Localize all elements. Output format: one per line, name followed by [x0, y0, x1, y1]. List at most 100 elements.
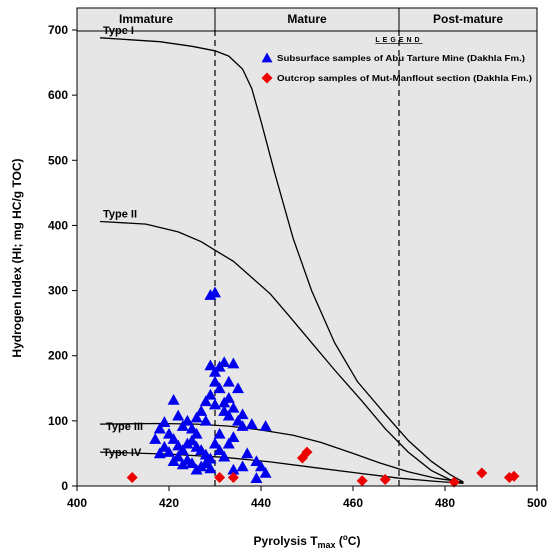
data-point — [167, 433, 180, 444]
data-point — [232, 382, 244, 394]
data-point — [259, 466, 272, 478]
data-point — [209, 375, 221, 387]
curve-label: Type I — [103, 25, 134, 37]
legend-marker — [261, 72, 273, 84]
x-tick-label: 460 — [343, 496, 363, 510]
data-point — [186, 434, 198, 446]
data-point — [213, 427, 226, 439]
data-point — [199, 414, 212, 426]
kerogen-curve — [99, 220, 464, 484]
data-point — [508, 470, 520, 482]
data-point — [126, 472, 138, 484]
series — [149, 286, 272, 483]
data-point — [213, 444, 226, 455]
data-point — [172, 409, 185, 421]
series — [126, 446, 520, 488]
data-point — [356, 475, 368, 487]
data-point — [190, 411, 203, 423]
data-point — [227, 357, 240, 369]
zone-labels: Immature Mature Post-mature — [119, 8, 503, 31]
y-axis-label: Hydrogen Index (HI; mg HC/g TOC) — [10, 158, 24, 357]
zone-label: Mature — [287, 12, 327, 26]
data-point — [301, 446, 313, 458]
data-point — [227, 472, 239, 484]
data-point — [153, 422, 166, 434]
data-point — [158, 416, 171, 427]
data-point — [209, 398, 221, 410]
y-tick-label: 400 — [48, 218, 68, 232]
curve-label: Type II — [103, 209, 137, 221]
data-point — [158, 440, 171, 452]
data-point — [255, 460, 267, 472]
curve-label: Type IV — [103, 447, 142, 459]
kerogen-curve — [99, 37, 464, 483]
x-tick-label: 440 — [251, 496, 271, 510]
data-point — [250, 472, 263, 483]
data-point — [503, 472, 515, 484]
data-point — [167, 394, 180, 405]
data-point — [167, 455, 180, 467]
data-point — [190, 463, 203, 475]
y-tick-label: 500 — [48, 153, 68, 167]
data-point — [199, 395, 212, 407]
data-point — [222, 375, 235, 387]
y-tick-label: 0 — [61, 479, 68, 493]
legend-label: Outcrop samples of Mut-Manflout section … — [277, 73, 532, 83]
y-tick-label: 300 — [48, 284, 68, 298]
data-point — [227, 463, 240, 475]
data-point — [149, 433, 162, 444]
data-point — [222, 409, 235, 421]
y-tick-label: 600 — [48, 88, 68, 102]
legend-title: LEGEND — [375, 37, 422, 44]
data-point — [476, 467, 488, 479]
data-points — [126, 286, 520, 488]
data-point — [195, 405, 208, 416]
data-point — [448, 476, 460, 488]
data-point — [209, 437, 221, 449]
plot-frame — [76, 7, 538, 487]
y-tick-label: 700 — [48, 23, 68, 37]
data-point — [222, 437, 235, 449]
y-tick-label: 200 — [48, 349, 68, 363]
data-point — [218, 396, 231, 408]
data-point — [209, 286, 221, 298]
x-tick-label: 420 — [159, 496, 179, 510]
legend-label: Subsurface samples of Abu Tarture Mine (… — [277, 53, 525, 63]
x-axis-label: Pyrolysis Tmax (oC) — [254, 533, 361, 550]
data-point — [153, 447, 166, 459]
data-point — [176, 458, 189, 470]
plot-background — [77, 30, 537, 486]
x-tick-label: 400 — [67, 496, 87, 510]
zone-label: Immature — [119, 12, 173, 26]
data-point — [214, 472, 226, 484]
data-point — [236, 420, 249, 431]
maturity-boundaries — [214, 30, 400, 486]
curve-label: Type III — [106, 421, 143, 433]
legend: LEGEND Subsurface samples of Abu Tarture… — [261, 37, 532, 84]
data-point — [190, 427, 203, 439]
x-tick-label: 480 — [435, 496, 455, 510]
x-tick-label: 500 — [527, 496, 547, 510]
data-point — [209, 366, 221, 377]
zone-label: Post-mature — [433, 12, 503, 26]
data-point — [236, 408, 249, 420]
data-point — [227, 431, 240, 442]
data-point — [218, 450, 231, 462]
y-axis: 0 100 200 300 400 500 600 700 — [48, 23, 77, 493]
data-point — [213, 382, 226, 394]
data-point — [204, 388, 217, 400]
data-point — [236, 460, 249, 472]
data-point — [245, 418, 258, 429]
data-point — [204, 462, 217, 474]
data-point — [218, 356, 231, 368]
legend-marker — [261, 52, 273, 63]
data-point — [379, 473, 391, 485]
y-tick-label: 100 — [48, 414, 68, 428]
data-point — [227, 401, 240, 413]
data-point — [204, 359, 217, 371]
data-point — [259, 420, 272, 431]
x-axis: 400 420 440 460 480 500 — [67, 486, 547, 510]
data-point — [176, 444, 189, 455]
data-point — [241, 447, 254, 459]
